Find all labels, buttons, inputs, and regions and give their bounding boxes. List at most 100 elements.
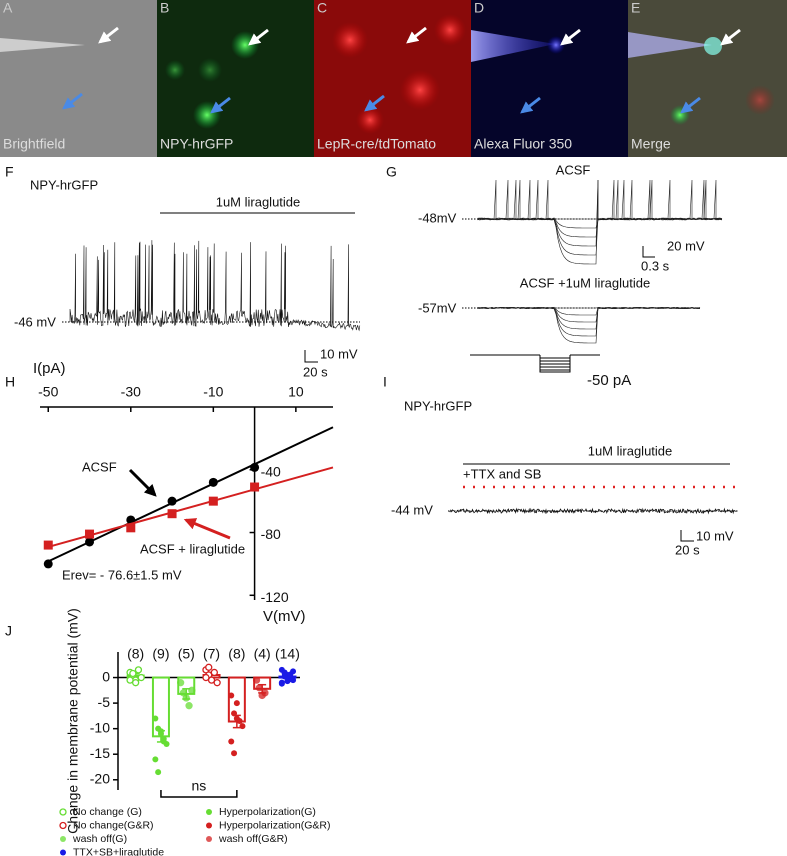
n-label: (7) xyxy=(203,646,220,662)
data-point xyxy=(250,462,260,472)
scale-y: 10 mV xyxy=(320,346,358,361)
data-point xyxy=(231,710,238,717)
y-axis-title: Change in membrane potential (mV) xyxy=(65,608,81,834)
legend-label: Hyperpolarization(G&R) xyxy=(219,819,330,831)
image-gfp xyxy=(157,0,314,157)
data-point xyxy=(261,689,269,697)
x-tick-label: 10 xyxy=(288,384,304,400)
data-point xyxy=(208,477,218,487)
n-label: (14) xyxy=(275,646,300,662)
data-point xyxy=(126,523,136,533)
panel-letter: J xyxy=(5,623,12,639)
scale-y: 10 mV xyxy=(696,528,734,543)
y-tick-label: -80 xyxy=(261,526,281,542)
data-point xyxy=(185,702,193,710)
n-label: (4) xyxy=(254,646,271,662)
data-point xyxy=(213,679,221,687)
image-strip: A Brightfield B NPY-hrGFP C LepR-cre/tdT… xyxy=(0,0,787,157)
data-point xyxy=(210,668,219,677)
bar xyxy=(151,676,170,738)
y-tick-label: -120 xyxy=(261,589,289,605)
panel-letter: D xyxy=(474,0,484,16)
data-point xyxy=(152,756,159,763)
arrows xyxy=(62,26,741,114)
trace xyxy=(477,179,723,221)
panel-letter: C xyxy=(317,0,327,16)
data-point xyxy=(155,769,162,776)
legend-label: No change (G) xyxy=(73,806,142,818)
image-caption: Brightfield xyxy=(3,136,65,152)
rest-potential: -46 mV xyxy=(14,314,56,329)
bracket-label: ns xyxy=(192,778,207,794)
data-point xyxy=(233,700,240,707)
panel-letter: A xyxy=(3,0,13,16)
trace xyxy=(477,306,701,337)
data-point xyxy=(182,694,190,702)
image-caption: LepR-cre/tdTomato xyxy=(317,136,436,152)
panel-letter: G xyxy=(386,164,397,180)
legend-marker xyxy=(60,836,66,842)
data-point xyxy=(157,728,164,735)
trace-title: NPY-hrGFP xyxy=(404,398,472,413)
panel-letter: E xyxy=(631,0,640,16)
y-axis-title: V(mV) xyxy=(263,608,306,625)
scale-x: 20 s xyxy=(303,364,328,379)
x-tick-label: -30 xyxy=(121,384,141,400)
y-tick-label: 0 xyxy=(102,668,110,684)
x-axis-title: I(pA) xyxy=(33,360,66,377)
arrow xyxy=(183,518,231,540)
rest-potential: -44 mV xyxy=(391,502,433,517)
block-label: +TTX and SB xyxy=(463,466,541,481)
panel-letter: F xyxy=(5,164,14,180)
data-point xyxy=(167,509,177,519)
legend-marker xyxy=(206,822,212,829)
y-tick-label: -5 xyxy=(98,694,111,710)
n-label: (8) xyxy=(127,646,144,662)
legend-label: wash off(G&R) xyxy=(218,833,288,845)
data-point xyxy=(239,723,246,730)
y-tick-label: -40 xyxy=(261,463,281,479)
data-point xyxy=(202,673,210,682)
image-caption: Merge xyxy=(631,136,671,152)
data-point xyxy=(43,559,53,569)
drug-label: 1uM liraglutide xyxy=(216,194,301,209)
scale-bar xyxy=(642,246,655,258)
drug-label: 1uM liraglutide xyxy=(588,443,673,458)
trace-label: ACSF xyxy=(556,162,591,177)
scale-bar xyxy=(304,350,318,363)
data-point xyxy=(281,673,288,680)
legend-marker xyxy=(206,836,212,842)
panel-letter: I xyxy=(383,374,387,390)
data-point xyxy=(205,663,213,671)
data-point xyxy=(129,669,137,678)
trace xyxy=(477,179,723,256)
x-tick-label: -10 xyxy=(203,384,223,400)
data-point xyxy=(284,678,291,685)
panel-letter: B xyxy=(160,0,169,16)
data-point xyxy=(255,684,264,692)
step-label: -50 pA xyxy=(587,372,631,389)
legend-label: No change(G&R) xyxy=(73,819,154,831)
rest-potential: -57mV xyxy=(418,300,457,315)
image-brightfield xyxy=(0,0,157,157)
panel-letter: H xyxy=(5,374,15,390)
n-label: (5) xyxy=(178,646,195,662)
data-point xyxy=(278,680,285,687)
trace xyxy=(477,306,701,330)
trace xyxy=(69,240,361,332)
data-point xyxy=(228,692,235,699)
image-caption: NPY-hrGFP xyxy=(160,136,233,152)
legend-marker xyxy=(60,849,66,856)
data-point xyxy=(137,673,145,682)
y-tick-label: -10 xyxy=(90,719,110,735)
legend-marker xyxy=(206,809,212,815)
scale-y: 20 mV xyxy=(667,238,705,253)
series-label: ACSF + liraglutide xyxy=(140,541,245,556)
data-point xyxy=(236,718,243,724)
annotation: Erev= - 76.6±1.5 mV xyxy=(62,567,182,582)
pipette xyxy=(0,38,85,52)
data-point xyxy=(231,750,238,757)
data-point xyxy=(85,537,95,547)
y-tick-label: -20 xyxy=(90,770,110,786)
data-point xyxy=(167,496,177,506)
